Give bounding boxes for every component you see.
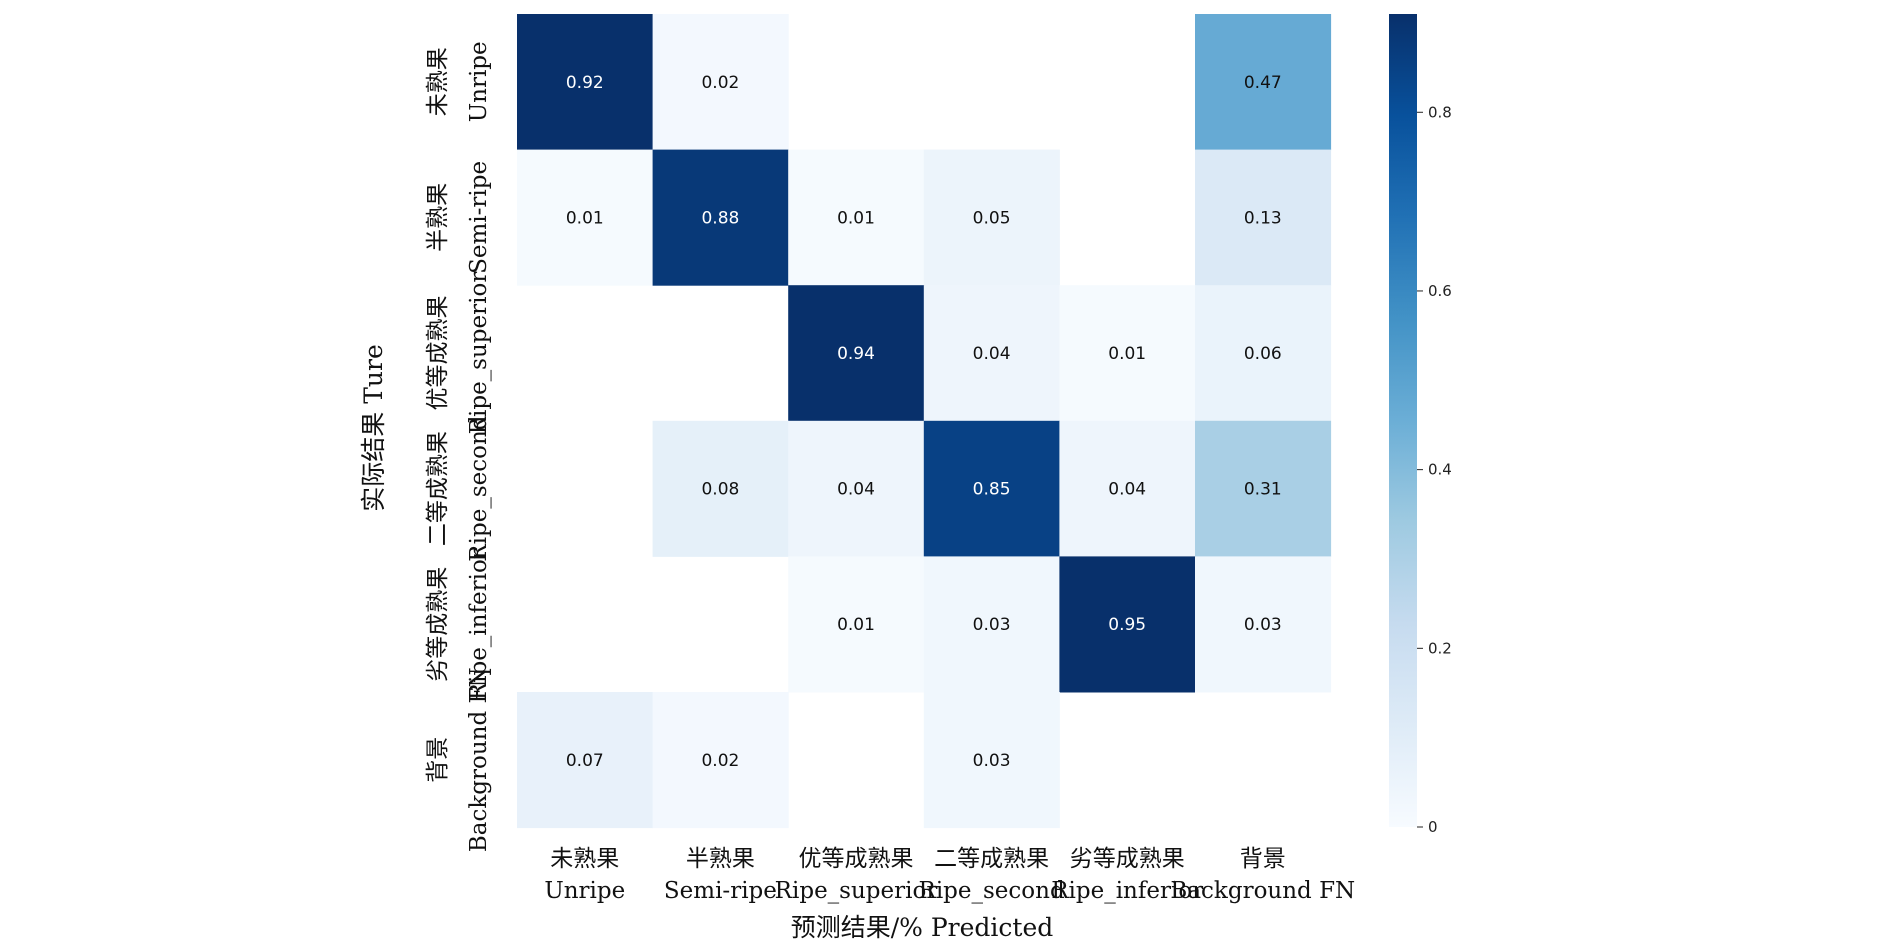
cell-value-label: 0.04	[837, 480, 875, 500]
x-tick-label-en: Ripe_superior	[775, 878, 938, 904]
y-tick-label-zh: 未熟果	[425, 47, 451, 116]
cell-value-label: 0.06	[1244, 344, 1282, 364]
cell-value-label: 0.47	[1244, 73, 1282, 93]
heatmap-cell	[652, 14, 789, 151]
heatmap-cell	[788, 285, 925, 422]
cell-value-label: 0.03	[973, 615, 1011, 635]
colorbar-tick-label: 0	[1428, 818, 1438, 836]
y-tick-label-en: Ripe_second	[466, 415, 492, 561]
x-tick-label-zh: 劣等成熟果	[1070, 846, 1185, 872]
heatmap-cell	[923, 420, 1060, 557]
cell-value-label: 0.31	[1244, 480, 1282, 500]
x-axis-label: 预测结果/% Predicted	[791, 913, 1054, 942]
y-tick-label-en: Unripe	[466, 41, 492, 122]
x-tick-label-zh: 二等成熟果	[934, 846, 1049, 872]
y-tick-label-zh: 半熟果	[425, 183, 451, 252]
x-tick-label-zh: 优等成熟果	[799, 846, 914, 872]
heatmap-cell	[923, 692, 1060, 829]
cell-value-label: 0.01	[566, 208, 604, 228]
x-tick-label-en: Unripe	[544, 878, 625, 904]
heatmap-cell	[788, 556, 925, 693]
cell-value-label: 0.95	[1108, 615, 1146, 635]
cell-value-label: 0.94	[837, 344, 875, 364]
cell-value-label: 0.02	[701, 751, 739, 771]
heatmap-cell	[652, 149, 789, 286]
heatmap-cell	[923, 556, 1060, 693]
cell-value-label: 0.02	[701, 73, 739, 93]
heatmap-cell	[652, 692, 789, 829]
colorbar-tick-label: 0.2	[1428, 639, 1452, 657]
y-tick-label-zh: 二等成熟果	[425, 431, 451, 546]
heatmap-cell	[517, 14, 654, 151]
heatmap-cell	[517, 692, 654, 829]
colorbar	[1389, 14, 1417, 827]
y-tick-label-zh: 背景	[425, 737, 451, 783]
cell-value-label: 0.01	[837, 615, 875, 635]
heatmap-cell	[1059, 556, 1196, 693]
cell-value-label: 0.01	[1108, 344, 1146, 364]
heatmap-cell	[923, 149, 1060, 286]
heatmap-cell	[788, 420, 925, 557]
x-tick-label-en: Ripe_inferior	[1051, 878, 1203, 904]
x-tick-label-zh: 背景	[1240, 846, 1286, 872]
heatmap-cell	[1059, 285, 1196, 422]
heatmap-cell	[1195, 285, 1332, 422]
heatmap-cell	[1059, 420, 1196, 557]
heatmap-cell	[923, 285, 1060, 422]
x-axis-tick-labels: 未熟果 Unripe 半熟果 Semi-ripe 优等成熟果 Ripe_superior 二…	[544, 846, 1355, 904]
heatmap-cell	[517, 149, 654, 286]
heatmap-cell	[1195, 14, 1332, 151]
heatmap-cells: 0.92 0.02 0.47 0.01 0.88 0.01 0.05 0.13 0.94 0.04…	[517, 14, 1332, 829]
cell-value-label: 0.05	[973, 208, 1011, 228]
colorbar-ticks: 0 0.2 0.4 0.6 0.8	[1417, 103, 1452, 836]
x-tick-label-en: Ripe_second	[919, 878, 1065, 904]
y-tick-label-zh: 劣等成熟果	[425, 567, 451, 682]
y-axis-tick-labels: 未熟果 Unripe 半熟果 Semi-ripe 优等成熟果 Ripe_superior 二…	[425, 41, 492, 852]
heatmap-cell	[652, 420, 789, 557]
cell-value-label: 0.07	[566, 751, 604, 771]
cell-value-label: 0.13	[1244, 208, 1282, 228]
cell-value-label: 0.03	[973, 751, 1011, 771]
cell-value-label: 0.03	[1244, 615, 1282, 635]
heatmap-cell	[788, 149, 925, 286]
y-tick-label-en: Background FN	[466, 667, 492, 852]
y-tick-label-en: Semi-ripe	[466, 161, 492, 274]
x-tick-label-zh: 未熟果	[550, 846, 619, 872]
cell-value-label: 0.92	[566, 73, 604, 93]
colorbar-tick-label: 0.6	[1428, 282, 1452, 300]
heatmap-cell	[1195, 149, 1332, 286]
y-tick-label-zh: 优等成熟果	[425, 296, 451, 411]
x-tick-label-zh: 半熟果	[686, 846, 755, 872]
heatmap-cell	[1195, 420, 1332, 557]
cell-value-label: 0.01	[837, 208, 875, 228]
x-tick-label-en: Semi-ripe	[664, 878, 777, 904]
colorbar-tick-label: 0.4	[1428, 461, 1452, 479]
y-axis-label: 实际结果 Ture	[359, 344, 388, 511]
y-tick-label-en: Ripe_inferior	[466, 548, 492, 700]
cell-value-label: 0.85	[973, 480, 1011, 500]
colorbar-tick-label: 0.8	[1428, 103, 1452, 121]
cell-value-label: 0.88	[701, 208, 739, 228]
heatmap-cell	[1195, 556, 1332, 693]
cell-value-label: 0.04	[973, 344, 1011, 364]
cell-value-label: 0.04	[1108, 480, 1146, 500]
x-tick-label-en: Background FN	[1170, 878, 1355, 904]
cell-value-label: 0.08	[701, 480, 739, 500]
y-tick-label-en: Ripe_superior	[466, 272, 492, 435]
